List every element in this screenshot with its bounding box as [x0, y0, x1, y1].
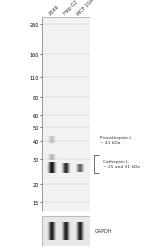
Text: A549: A549 [48, 4, 61, 16]
Text: Procathepsin L
~ 41 kDa: Procathepsin L ~ 41 kDa [100, 135, 132, 144]
Text: Cathepsin L
~ 25 and 31 kDa: Cathepsin L ~ 25 and 31 kDa [103, 160, 140, 169]
Text: Hep G2: Hep G2 [62, 0, 79, 16]
Text: MCF 10A: MCF 10A [77, 0, 95, 16]
Text: GAPDH: GAPDH [94, 228, 112, 233]
